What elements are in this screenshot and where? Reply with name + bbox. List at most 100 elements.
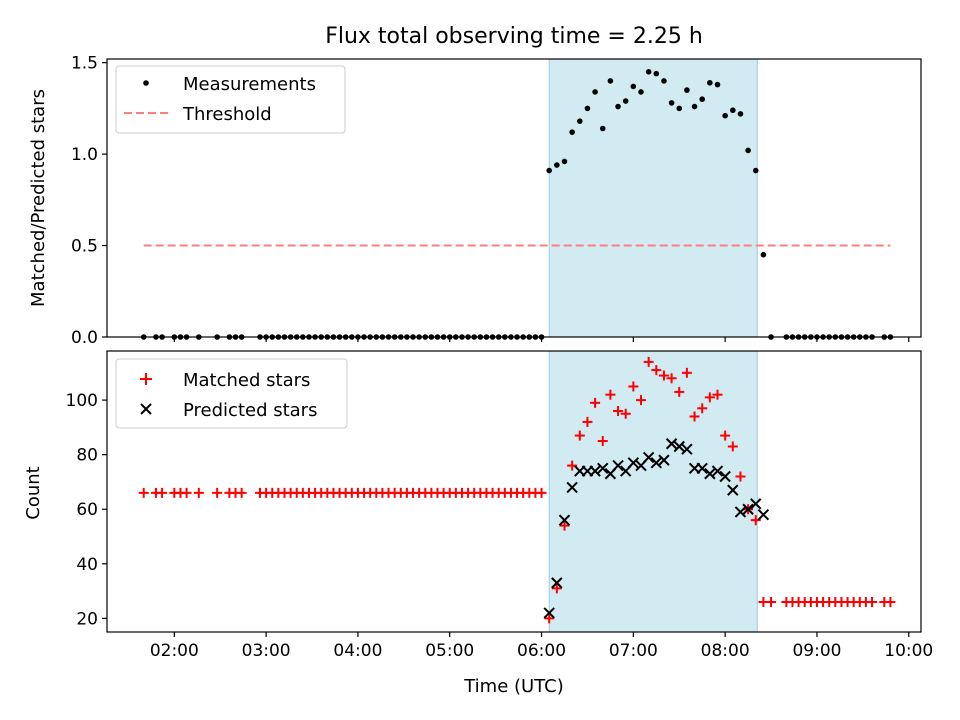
predicted-stars-point — [727, 484, 739, 496]
measurements-point — [546, 167, 552, 174]
matched-stars-point — [559, 520, 570, 531]
matched-stars-point — [651, 365, 662, 376]
bottom-legend: Matched stars Predicted stars — [115, 358, 348, 429]
measurements-point — [707, 79, 713, 86]
matched-stars-point — [712, 389, 723, 400]
y-tick-label: 0.5 — [71, 237, 98, 257]
top-y-axis-label: Matched/Predicted stars — [28, 89, 49, 307]
matched-stars-point — [544, 613, 555, 624]
matched-stars-point — [766, 596, 777, 607]
figure-title: Flux total observing time = 2.25 h — [325, 24, 703, 49]
measurements-point — [638, 89, 644, 95]
matched-stars-point — [628, 381, 639, 392]
bottom-x-axis: 02:00 03:00 04:00 05:00 06:00 07:00 08:00 09:00… — [150, 632, 933, 661]
measurements-point — [668, 100, 675, 106]
matched-stars-point — [735, 471, 746, 482]
predicted-stars-point — [566, 481, 578, 494]
predicted-stars-point — [597, 462, 609, 475]
matched-stars-point — [720, 430, 731, 441]
x-tick-label: 08:00 — [701, 641, 750, 661]
measurements-point — [760, 251, 767, 258]
legend-matched-label: Matched stars — [183, 370, 310, 391]
measurements-point — [745, 147, 751, 154]
x-tick-label: 03:00 — [242, 641, 291, 661]
y-tick-label: 80 — [76, 446, 98, 466]
legend-measurements-label: Measurements — [183, 74, 316, 95]
legend-predicted-label: Predicted stars — [183, 400, 317, 421]
bottom-legend-box — [115, 358, 348, 429]
predicted-stars-point — [742, 503, 754, 515]
top-observing-window — [548, 58, 758, 338]
matched-stars-point — [597, 436, 608, 447]
measurements-point — [576, 118, 583, 124]
y-tick-label: 1.0 — [71, 145, 98, 165]
measurements-point — [714, 81, 721, 88]
matched-stars-point — [727, 441, 738, 452]
predicted-stars-point — [681, 443, 693, 455]
matched-stars-point — [574, 430, 585, 441]
x-axis-label: Time (UTC) — [463, 676, 564, 697]
x-tick-label: 07:00 — [609, 641, 658, 661]
predicted-stars-point — [551, 577, 563, 589]
predicted-stars-point — [665, 438, 678, 450]
legend-threshold-label: Threshold — [182, 104, 272, 125]
matched-stars-point — [613, 406, 624, 417]
top-panel: 0.0 0.5 1.0 1.5 Matched/Predicted stars Mea… — [28, 54, 922, 348]
matched-stars-point — [212, 487, 223, 498]
predicted-stars-point — [734, 506, 747, 518]
predicted-stars-point — [696, 462, 708, 475]
top-legend-box — [115, 65, 346, 134]
top-axes-frame — [106, 58, 922, 338]
measurements-point — [752, 167, 759, 174]
predicted-stars-point — [673, 440, 685, 453]
top-y-axis: 0.0 0.5 1.0 1.5 — [71, 54, 107, 348]
matched-stars-point — [689, 411, 700, 422]
measurements-point — [607, 78, 614, 84]
measurements-point — [737, 111, 744, 117]
measurements-point — [653, 70, 660, 77]
x-tick-label: 02:00 — [150, 641, 199, 661]
measurements-point — [615, 103, 621, 110]
measurements-point — [661, 78, 667, 84]
bottom-y-axis: 20 40 60 80 100 — [66, 391, 107, 629]
bot-shaded-span — [548, 350, 758, 633]
predicted-stars-point — [558, 514, 571, 526]
matched-stars-point — [666, 373, 677, 384]
matched-stars-point — [704, 392, 715, 403]
top-legend: Measurements Threshold — [115, 65, 346, 134]
matched-stars-point — [681, 367, 692, 378]
bottom-panel: 20 40 60 80 100 02:00 03:00 04:00 05:00 06:00 07:… — [23, 350, 933, 697]
measurements-point — [684, 87, 690, 93]
legend-predicted-marker — [140, 403, 152, 415]
matched-stars-point — [674, 386, 685, 397]
predicted-stars-point — [543, 607, 555, 619]
predicted-stars-point — [711, 465, 724, 477]
measurements-point — [569, 129, 575, 135]
matched-stars-point — [236, 487, 247, 498]
measurements-point — [730, 107, 736, 114]
matched-stars-point — [181, 487, 192, 498]
measurements-point — [630, 83, 637, 90]
matched-stars-point — [620, 408, 631, 419]
matched-stars-point — [536, 487, 547, 498]
x-tick-label: 04:00 — [333, 641, 382, 661]
matched-stars-point — [582, 416, 593, 427]
bottom-y-axis-label: Count — [23, 466, 44, 519]
x-tick-label: 05:00 — [425, 641, 474, 661]
measurements-point — [722, 112, 728, 119]
measurements-point — [584, 105, 591, 112]
predicted-stars-point — [642, 451, 655, 464]
predicted-stars-point — [757, 508, 770, 521]
matched-stars-point — [551, 583, 562, 594]
matched-stars-point — [157, 487, 168, 498]
legend-matched-marker — [140, 373, 152, 385]
measurements-point — [622, 98, 629, 104]
matched-stars-point — [867, 596, 878, 607]
matched-stars-point — [635, 395, 646, 406]
bottom-series-layer — [138, 356, 896, 624]
predicted-stars-point — [658, 454, 670, 466]
y-tick-label: 0.0 — [71, 328, 98, 348]
measurements-point — [592, 89, 598, 95]
predicted-stars-point — [612, 459, 624, 472]
